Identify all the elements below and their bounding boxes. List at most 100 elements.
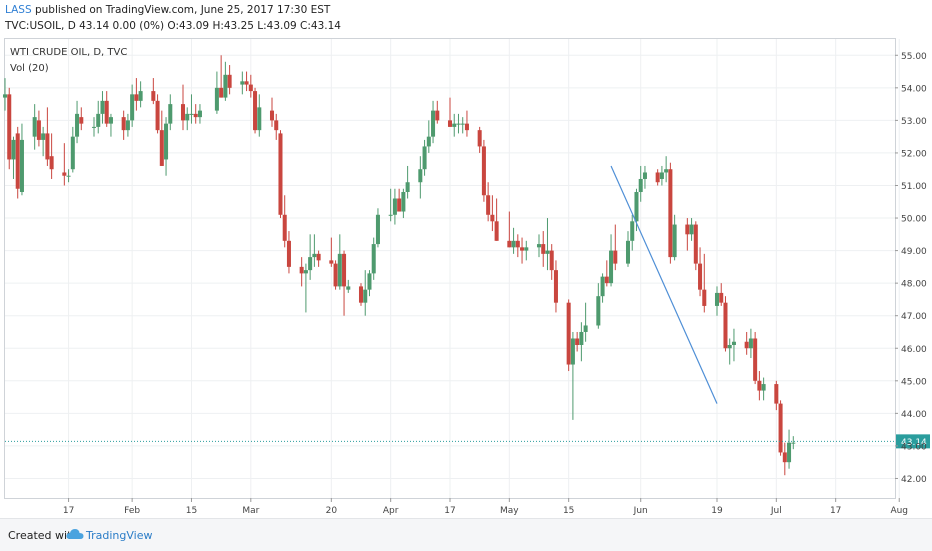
candle — [541, 231, 546, 267]
candle — [753, 331, 758, 385]
candle-body — [375, 214, 380, 245]
candle — [486, 182, 491, 222]
candle — [723, 296, 728, 352]
candle-body — [227, 74, 232, 88]
candle-body — [197, 110, 202, 118]
candle-body — [655, 172, 660, 183]
y-axis[interactable]: 42.00 43.00 44.00 45.00 46.00 47.00 48.00 49.00… — [895, 52, 927, 485]
candle-body — [570, 338, 575, 365]
candle-body — [689, 224, 694, 235]
candle — [435, 100, 440, 124]
candle-body — [634, 192, 639, 222]
candle-body — [731, 341, 736, 345]
candle-body — [286, 240, 291, 267]
candle-body — [151, 91, 156, 101]
y-tick-label: 55.00 — [901, 52, 927, 62]
candle — [240, 71, 245, 95]
candle-body — [613, 250, 618, 264]
candle — [367, 270, 372, 297]
tradingview-cloud-icon[interactable] — [66, 528, 84, 540]
candle — [159, 110, 164, 166]
candle — [392, 188, 397, 225]
candle — [134, 78, 139, 111]
candle-body — [49, 156, 54, 170]
candle-body — [100, 100, 105, 114]
candle-body — [549, 250, 554, 271]
candle — [515, 234, 520, 258]
y-tick-label: 51.00 — [901, 182, 927, 192]
candle — [214, 71, 219, 114]
x-tick-label: 19 — [711, 506, 723, 516]
candle-body — [515, 240, 520, 248]
candle — [600, 273, 605, 303]
x-axis[interactable]: 17Feb15Mar20Apr17May15Jun19Jul17Aug15 — [63, 498, 932, 516]
candle — [185, 107, 190, 131]
candle — [719, 283, 724, 306]
symbol-line: TVC:USOIL, D 43.14 0.00 (0%) O:43.09 H:4… — [5, 20, 341, 32]
candle-body — [329, 260, 334, 264]
candle-body — [452, 123, 457, 127]
candle-body — [727, 345, 732, 349]
candle-body — [367, 273, 372, 290]
candle — [774, 380, 779, 411]
candle-body — [748, 338, 753, 349]
candle-body — [397, 198, 402, 212]
candle-body — [431, 110, 436, 137]
tradingview-brand-link[interactable]: TradingView — [86, 529, 153, 542]
candle-body — [41, 133, 46, 140]
y-tick-label: 48.00 — [901, 280, 927, 290]
candle-body — [269, 110, 275, 121]
trendline-segment[interactable] — [610, 165, 718, 404]
candle — [596, 283, 601, 329]
trendline[interactable] — [610, 165, 718, 404]
candle — [464, 110, 469, 137]
candle-body — [714, 292, 720, 306]
candle — [337, 234, 342, 290]
volume-indicator-label[interactable]: Vol (20) — [10, 63, 49, 74]
y-tick-label: 44.00 — [901, 410, 927, 420]
candle-body — [189, 113, 194, 115]
candle — [41, 126, 46, 157]
candle-body — [553, 270, 558, 303]
candle — [308, 234, 313, 280]
candle — [460, 117, 465, 134]
candle-body — [303, 270, 308, 274]
candle-body — [583, 325, 588, 332]
candle-body — [274, 120, 279, 131]
candle-body — [75, 113, 80, 137]
candle — [659, 165, 664, 186]
candle — [155, 94, 160, 134]
candle-body — [155, 100, 160, 131]
candle-body — [511, 240, 516, 248]
candle — [447, 97, 453, 127]
candle — [672, 214, 677, 261]
candle-body — [791, 442, 796, 444]
candle — [575, 331, 580, 352]
y-tick-label: 47.00 — [901, 312, 927, 322]
candle-body — [299, 266, 304, 274]
candle — [549, 244, 554, 280]
candle-body — [248, 84, 253, 92]
candle — [668, 162, 673, 264]
candle — [227, 65, 232, 95]
candle — [536, 234, 542, 258]
author-link[interactable]: LASS — [5, 4, 32, 16]
price-chart[interactable]: 43.14 42.00 43.00 44.00 45.00 46.00 47.00 48.0… — [0, 0, 932, 518]
last-price-label: 43.14 — [901, 438, 927, 448]
candle — [371, 237, 376, 280]
x-tick-label: 17 — [63, 506, 74, 516]
candle-body — [545, 250, 550, 254]
candle — [108, 113, 113, 137]
candle — [520, 237, 525, 264]
candle — [613, 224, 618, 271]
y-tick-label: 53.00 — [901, 117, 927, 127]
x-tick-label: 15 — [563, 506, 574, 516]
candle-body — [541, 244, 546, 254]
y-tick-label: 43.00 — [901, 442, 927, 452]
candle-body — [358, 286, 364, 303]
candle-body — [464, 123, 469, 131]
candle — [731, 328, 736, 362]
candle — [274, 113, 279, 140]
candle-body — [486, 195, 491, 215]
created-with-label: Created with — [8, 529, 79, 542]
